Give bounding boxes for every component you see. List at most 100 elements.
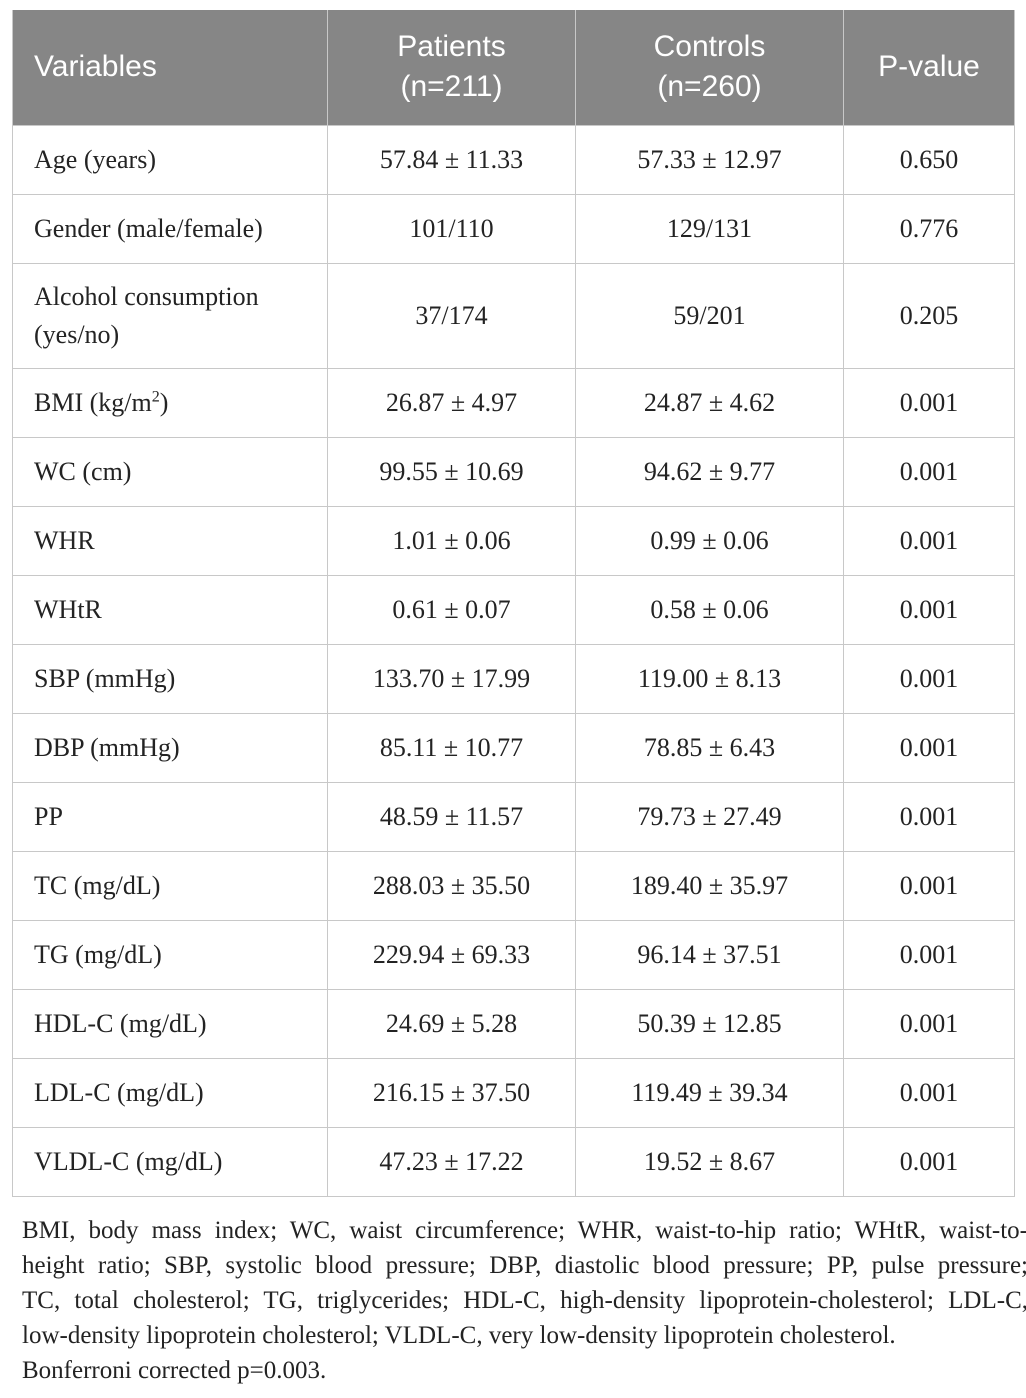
cell-controls: 78.85 ± 6.43 <box>575 712 844 783</box>
variable-label: SBP (mmHg) <box>34 663 176 693</box>
footnote-line: low-density lipoprotein cholesterol; VLD… <box>22 1321 896 1349</box>
cell-variable: DBP (mmHg) <box>12 712 328 783</box>
cell-variable: Gender (male/female) <box>12 193 328 264</box>
column-header-label: Patients <box>397 30 506 64</box>
table-row: HDL-C (mg/dL) 24.69 ± 5.28 50.39 ± 12.85 0.… <box>12 988 1015 1059</box>
cell-patients: 288.03 ± 35.50 <box>327 850 576 921</box>
cell-controls: 96.14 ± 37.51 <box>575 919 844 990</box>
variable-label: WHR <box>34 525 95 555</box>
cell-p-value: 0.001 <box>843 367 1015 438</box>
column-header-pvalue: P-value <box>843 10 1015 126</box>
cell-patients: 0.61 ± 0.07 <box>327 574 576 645</box>
cell-patients: 57.84 ± 11.33 <box>327 124 576 195</box>
cell-patients: 216.15 ± 37.50 <box>327 1057 576 1128</box>
footnote-line: height ratio; SBP, systolic blood pressu… <box>22 1251 1026 1279</box>
cell-controls: 57.33 ± 12.97 <box>575 124 844 195</box>
cell-controls: 19.52 ± 8.67 <box>575 1126 844 1197</box>
cell-controls: 0.99 ± 0.06 <box>575 505 844 576</box>
cell-p-value: 0.001 <box>843 1126 1015 1197</box>
cell-p-value: 0.001 <box>843 781 1015 852</box>
table-header: Variables Patients (n=211) Controls (n=260) P… <box>12 10 1015 126</box>
cell-variable: BMI (kg/m2) <box>12 367 328 438</box>
column-header-label: P-value <box>878 50 980 84</box>
table-row: WHR 1.01 ± 0.06 0.99 ± 0.06 0.001 <box>12 505 1015 576</box>
column-header-variables: Variables <box>12 10 328 126</box>
table-footnote: BMI, body mass index; WC, waist circumfe… <box>22 1213 1026 1388</box>
variable-label: TG (mg/dL) <box>34 939 162 969</box>
cell-p-value: 0.001 <box>843 1057 1015 1128</box>
cell-variable: Alcohol consumption (yes/no) <box>12 262 328 369</box>
cell-controls: 119.49 ± 39.34 <box>575 1057 844 1128</box>
cell-p-value: 0.001 <box>843 850 1015 921</box>
cell-patients: 24.69 ± 5.28 <box>327 988 576 1059</box>
cell-patients: 229.94 ± 69.33 <box>327 919 576 990</box>
column-header-controls: Controls (n=260) <box>575 10 844 126</box>
cell-p-value: 0.001 <box>843 988 1015 1059</box>
cell-variable: WHR <box>12 505 328 576</box>
table-row: WHtR 0.61 ± 0.07 0.58 ± 0.06 0.001 <box>12 574 1015 645</box>
cell-p-value: 0.001 <box>843 643 1015 714</box>
cell-controls: 129/131 <box>575 193 844 264</box>
footnote-line: Bonferroni corrected p=0.003. <box>22 1356 327 1384</box>
cell-variable: WC (cm) <box>12 436 328 507</box>
cell-patients: 101/110 <box>327 193 576 264</box>
cell-p-value: 0.001 <box>843 436 1015 507</box>
cell-patients: 99.55 ± 10.69 <box>327 436 576 507</box>
cell-p-value: 0.001 <box>843 505 1015 576</box>
table-header-row: Variables Patients (n=211) Controls (n=260) P… <box>12 10 1015 126</box>
table-row: BMI (kg/m2) 26.87 ± 4.97 24.87 ± 4.62 0.001 <box>12 367 1015 438</box>
variable-label: DBP (mmHg) <box>34 732 180 762</box>
cell-p-value: 0.001 <box>843 712 1015 783</box>
column-header-sublabel: (n=260) <box>657 70 762 104</box>
cell-variable: Age (years) <box>12 124 328 195</box>
cell-controls: 50.39 ± 12.85 <box>575 988 844 1059</box>
patients-controls-characteristics-table: Variables Patients (n=211) Controls (n=260) P… <box>12 10 1015 1197</box>
table-row: PP 48.59 ± 11.57 79.73 ± 27.49 0.001 <box>12 781 1015 852</box>
cell-controls: 24.87 ± 4.62 <box>575 367 844 438</box>
cell-patients: 1.01 ± 0.06 <box>327 505 576 576</box>
cell-variable: PP <box>12 781 328 852</box>
cell-p-value: 0.001 <box>843 919 1015 990</box>
table-row: Age (years) 57.84 ± 11.33 57.33 ± 12.97 0.6… <box>12 124 1015 195</box>
cell-variable: TG (mg/dL) <box>12 919 328 990</box>
cell-variable: SBP (mmHg) <box>12 643 328 714</box>
cell-controls: 79.73 ± 27.49 <box>575 781 844 852</box>
cell-variable: VLDL-C (mg/dL) <box>12 1126 328 1197</box>
cell-controls: 59/201 <box>575 262 844 369</box>
table-row: LDL-C (mg/dL) 216.15 ± 37.50 119.49 ± 39.3… <box>12 1057 1015 1128</box>
cell-patients: 26.87 ± 4.97 <box>327 367 576 438</box>
variable-label: LDL-C (mg/dL) <box>34 1077 204 1107</box>
cell-patients: 85.11 ± 10.77 <box>327 712 576 783</box>
cell-p-value: 0.001 <box>843 574 1015 645</box>
variable-label-end: ) <box>159 387 169 417</box>
table-row: TG (mg/dL) 229.94 ± 69.33 96.14 ± 37.51 0.0… <box>12 919 1015 990</box>
column-header-patients: Patients (n=211) <box>327 10 576 126</box>
variable-label: BMI (kg/m <box>34 387 152 417</box>
table-row: Gender (male/female) 101/110 129/131 0.776 <box>12 193 1015 264</box>
cell-p-value: 0.650 <box>843 124 1015 195</box>
footnote-line: TC, total cholesterol; TG, triglycerides… <box>22 1286 1026 1314</box>
variable-label: WC (cm) <box>34 456 132 486</box>
variable-label: TC (mg/dL) <box>34 870 161 900</box>
cell-patients: 37/174 <box>327 262 576 369</box>
variable-label: Gender (male/female) <box>34 213 263 243</box>
cell-controls: 0.58 ± 0.06 <box>575 574 844 645</box>
variable-superscript: 2 <box>151 387 160 405</box>
table-row: TC (mg/dL) 288.03 ± 35.50 189.40 ± 35.97 0.… <box>12 850 1015 921</box>
cell-p-value: 0.205 <box>843 262 1015 369</box>
cell-variable: TC (mg/dL) <box>12 850 328 921</box>
footnote-line: BMI, body mass index; WC, waist circumfe… <box>22 1216 1026 1244</box>
cell-variable: WHtR <box>12 574 328 645</box>
table-row: SBP (mmHg) 133.70 ± 17.99 119.00 ± 8.13 0.0… <box>12 643 1015 714</box>
cell-p-value: 0.776 <box>843 193 1015 264</box>
cell-controls: 119.00 ± 8.13 <box>575 643 844 714</box>
cell-patients: 133.70 ± 17.99 <box>327 643 576 714</box>
table-row: Alcohol consumption (yes/no) 37/174 59/201… <box>12 262 1015 369</box>
variable-label: Alcohol consumption (yes/no) <box>34 281 259 349</box>
cell-variable: HDL-C (mg/dL) <box>12 988 328 1059</box>
table-row: VLDL-C (mg/dL) 47.23 ± 17.22 19.52 ± 8.67 0… <box>12 1126 1015 1197</box>
cell-variable: LDL-C (mg/dL) <box>12 1057 328 1128</box>
table-body: Age (years) 57.84 ± 11.33 57.33 ± 12.97 0.6… <box>12 124 1015 1197</box>
table-row: DBP (mmHg) 85.11 ± 10.77 78.85 ± 6.43 0.001 <box>12 712 1015 783</box>
